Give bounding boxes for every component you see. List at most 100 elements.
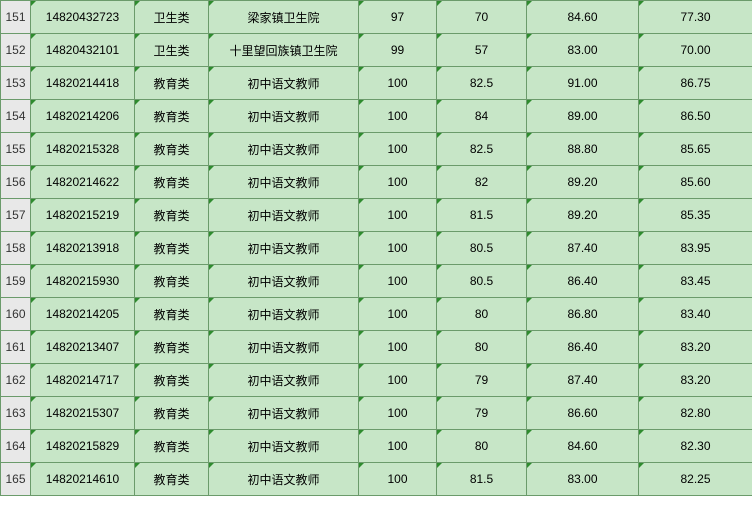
id-cell: 14820214610 — [31, 463, 135, 496]
id-cell: 14820214205 — [31, 298, 135, 331]
score-a-cell: 100 — [359, 166, 437, 199]
score-b-cell: 80 — [437, 430, 527, 463]
row-number-cell: 159 — [1, 265, 31, 298]
score-b-cell: 79 — [437, 397, 527, 430]
id-cell: 14820432101 — [31, 34, 135, 67]
position-cell: 初中语文教师 — [209, 232, 359, 265]
score-d-cell: 82.30 — [639, 430, 752, 463]
score-d-cell: 83.95 — [639, 232, 752, 265]
score-b-cell: 81.5 — [437, 199, 527, 232]
id-cell: 14820215930 — [31, 265, 135, 298]
row-number-cell: 153 — [1, 67, 31, 100]
score-a-cell: 100 — [359, 364, 437, 397]
table-row: 16114820213407教育类初中语文教师1008086.4083.20 — [1, 331, 752, 364]
category-cell: 教育类 — [135, 100, 209, 133]
score-c-cell: 89.00 — [527, 100, 639, 133]
score-b-cell: 82.5 — [437, 67, 527, 100]
table-row: 16414820215829教育类初中语文教师1008084.6082.30 — [1, 430, 752, 463]
score-d-cell: 83.20 — [639, 364, 752, 397]
position-cell: 初中语文教师 — [209, 331, 359, 364]
score-c-cell: 91.00 — [527, 67, 639, 100]
score-a-cell: 100 — [359, 199, 437, 232]
category-cell: 教育类 — [135, 166, 209, 199]
row-number-cell: 154 — [1, 100, 31, 133]
category-cell: 教育类 — [135, 364, 209, 397]
category-cell: 卫生类 — [135, 1, 209, 34]
score-c-cell: 88.80 — [527, 133, 639, 166]
score-d-cell: 85.35 — [639, 199, 752, 232]
row-number-cell: 161 — [1, 331, 31, 364]
score-a-cell: 100 — [359, 463, 437, 496]
table-row: 15614820214622教育类初中语文教师1008289.2085.60 — [1, 166, 752, 199]
row-number-cell: 160 — [1, 298, 31, 331]
score-a-cell: 100 — [359, 67, 437, 100]
table-row: 15214820432101卫生类十里望回族镇卫生院995783.0070.00 — [1, 34, 752, 67]
score-c-cell: 84.60 — [527, 430, 639, 463]
id-cell: 14820215829 — [31, 430, 135, 463]
id-cell: 14820214717 — [31, 364, 135, 397]
score-c-cell: 86.40 — [527, 265, 639, 298]
score-d-cell: 82.80 — [639, 397, 752, 430]
score-c-cell: 86.80 — [527, 298, 639, 331]
table-row: 15414820214206教育类初中语文教师1008489.0086.50 — [1, 100, 752, 133]
score-b-cell: 84 — [437, 100, 527, 133]
score-b-cell: 81.5 — [437, 463, 527, 496]
score-a-cell: 100 — [359, 265, 437, 298]
table-row: 16314820215307教育类初中语文教师1007986.6082.80 — [1, 397, 752, 430]
category-cell: 教育类 — [135, 67, 209, 100]
score-c-cell: 87.40 — [527, 364, 639, 397]
position-cell: 初中语文教师 — [209, 298, 359, 331]
score-d-cell: 77.30 — [639, 1, 752, 34]
row-number-cell: 164 — [1, 430, 31, 463]
id-cell: 14820215307 — [31, 397, 135, 430]
score-d-cell: 82.25 — [639, 463, 752, 496]
row-number-cell: 156 — [1, 166, 31, 199]
position-cell: 初中语文教师 — [209, 67, 359, 100]
score-d-cell: 83.40 — [639, 298, 752, 331]
position-cell: 梁家镇卫生院 — [209, 1, 359, 34]
row-number-cell: 157 — [1, 199, 31, 232]
score-c-cell: 84.60 — [527, 1, 639, 34]
row-number-cell: 158 — [1, 232, 31, 265]
id-cell: 14820214418 — [31, 67, 135, 100]
score-c-cell: 89.20 — [527, 199, 639, 232]
score-d-cell: 70.00 — [639, 34, 752, 67]
table-row: 15114820432723卫生类梁家镇卫生院977084.6077.30 — [1, 1, 752, 34]
score-a-cell: 97 — [359, 1, 437, 34]
position-cell: 初中语文教师 — [209, 463, 359, 496]
category-cell: 教育类 — [135, 232, 209, 265]
score-a-cell: 100 — [359, 430, 437, 463]
score-a-cell: 100 — [359, 100, 437, 133]
id-cell: 14820214206 — [31, 100, 135, 133]
score-b-cell: 82 — [437, 166, 527, 199]
score-a-cell: 100 — [359, 232, 437, 265]
score-c-cell: 89.20 — [527, 166, 639, 199]
table-row: 15914820215930教育类初中语文教师10080.586.4083.45 — [1, 265, 752, 298]
row-number-cell: 165 — [1, 463, 31, 496]
score-c-cell: 87.40 — [527, 232, 639, 265]
category-cell: 教育类 — [135, 133, 209, 166]
category-cell: 教育类 — [135, 397, 209, 430]
category-cell: 教育类 — [135, 430, 209, 463]
score-a-cell: 100 — [359, 397, 437, 430]
score-b-cell: 70 — [437, 1, 527, 34]
score-d-cell: 86.75 — [639, 67, 752, 100]
score-d-cell: 83.45 — [639, 265, 752, 298]
table-row: 16514820214610教育类初中语文教师10081.583.0082.25 — [1, 463, 752, 496]
table-row: 15814820213918教育类初中语文教师10080.587.4083.95 — [1, 232, 752, 265]
position-cell: 初中语文教师 — [209, 199, 359, 232]
score-d-cell: 85.65 — [639, 133, 752, 166]
table-row: 15314820214418教育类初中语文教师10082.591.0086.75 — [1, 67, 752, 100]
row-number-cell: 155 — [1, 133, 31, 166]
category-cell: 卫生类 — [135, 34, 209, 67]
category-cell: 教育类 — [135, 265, 209, 298]
position-cell: 初中语文教师 — [209, 430, 359, 463]
category-cell: 教育类 — [135, 463, 209, 496]
table-row: 16214820214717教育类初中语文教师1007987.4083.20 — [1, 364, 752, 397]
score-d-cell: 85.60 — [639, 166, 752, 199]
score-b-cell: 57 — [437, 34, 527, 67]
score-b-cell: 80 — [437, 331, 527, 364]
position-cell: 初中语文教师 — [209, 265, 359, 298]
score-b-cell: 80 — [437, 298, 527, 331]
score-c-cell: 86.60 — [527, 397, 639, 430]
